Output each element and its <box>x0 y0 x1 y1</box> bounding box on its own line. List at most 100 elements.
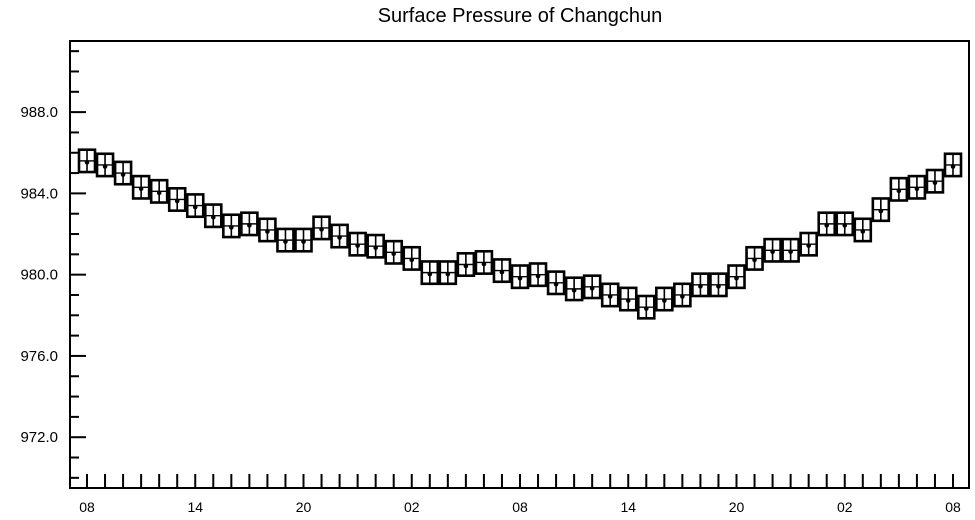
point-marker <box>319 227 324 232</box>
data-point <box>546 270 566 296</box>
data-point <box>438 260 458 286</box>
x-tick-label: 08 <box>79 499 95 515</box>
data-point <box>709 272 728 298</box>
data-point <box>600 282 620 308</box>
data-point <box>149 178 169 204</box>
point-marker <box>914 186 920 192</box>
data-point <box>618 286 638 312</box>
point-marker <box>373 245 378 251</box>
data-point <box>492 258 512 284</box>
data-point <box>402 245 422 271</box>
point-marker <box>607 294 613 299</box>
data-point <box>167 187 187 212</box>
point-marker <box>265 229 270 234</box>
data-point <box>727 264 746 290</box>
point-marker <box>174 198 180 204</box>
x-tick-label: 08 <box>512 499 528 515</box>
x-tick-label: 08 <box>945 499 961 515</box>
point-marker <box>860 229 866 234</box>
data-point <box>474 249 494 275</box>
point-marker <box>589 286 595 291</box>
data-point <box>564 276 584 302</box>
data-point <box>871 197 891 223</box>
point-marker <box>716 284 721 289</box>
x-tick-label: 02 <box>404 499 420 515</box>
data-point <box>366 233 385 259</box>
data-point <box>312 215 331 241</box>
data-point <box>113 160 133 186</box>
y-tick-label: 980.0 <box>20 267 58 284</box>
data-point <box>943 152 963 178</box>
data-point <box>456 252 476 277</box>
point-marker <box>283 239 288 244</box>
point-marker <box>896 188 902 194</box>
x-tick-label: 20 <box>729 499 745 515</box>
data-point <box>222 213 241 239</box>
point-marker <box>517 275 523 281</box>
point-marker <box>806 243 811 248</box>
data-point <box>907 174 927 200</box>
data-point <box>835 211 855 237</box>
point-marker <box>409 257 415 263</box>
point-marker <box>842 223 848 228</box>
point-marker <box>84 160 90 165</box>
data-point <box>655 286 674 312</box>
data-point <box>925 168 945 194</box>
point-marker <box>950 164 956 169</box>
point-marker <box>427 271 433 277</box>
y-tick-label: 972.0 <box>20 429 58 446</box>
data-point <box>763 237 782 263</box>
point-marker <box>391 251 397 257</box>
point-marker <box>229 225 234 230</box>
data-point <box>817 211 837 237</box>
data-point <box>636 294 656 320</box>
data-point <box>95 152 115 178</box>
point-marker <box>301 239 306 244</box>
data-point <box>799 231 818 257</box>
y-tick-label: 976.0 <box>20 348 58 365</box>
point-marker <box>138 186 144 192</box>
point-marker <box>752 257 757 263</box>
point-marker <box>337 235 342 240</box>
data-point <box>77 148 97 174</box>
point-marker <box>571 288 577 293</box>
chart-title: Surface Pressure of Changchun <box>378 5 663 27</box>
point-marker <box>192 204 198 210</box>
data-point <box>185 193 205 219</box>
point-marker <box>788 249 793 255</box>
point-marker <box>481 261 487 267</box>
x-tick-label: 14 <box>187 499 203 515</box>
y-axis: 972.0 976.0 980.0 984.0 988.0 <box>20 50 86 479</box>
point-marker <box>535 273 541 279</box>
point-marker <box>156 190 162 196</box>
point-marker <box>499 269 505 275</box>
data-point <box>781 237 800 263</box>
point-marker <box>878 208 884 214</box>
point-marker <box>553 281 559 287</box>
data-point <box>510 264 530 290</box>
data-point <box>258 217 277 243</box>
x-tick-label: 02 <box>837 499 853 515</box>
point-marker <box>102 164 108 169</box>
point-marker <box>463 263 469 269</box>
data-point <box>889 176 909 202</box>
point-marker <box>680 294 685 299</box>
data-point <box>384 239 404 265</box>
point-marker <box>734 275 739 281</box>
data-points <box>77 148 963 320</box>
y-tick-label: 988.0 <box>20 104 58 121</box>
data-point <box>853 217 873 243</box>
data-point <box>673 282 692 308</box>
point-marker <box>247 223 252 228</box>
data-point <box>420 260 440 286</box>
point-marker <box>932 180 938 185</box>
point-marker <box>625 298 631 303</box>
y-tick-label: 984.0 <box>20 185 58 202</box>
x-axis: 08 14 20 02 08 14 20 02 08 <box>79 474 961 515</box>
point-marker <box>770 249 775 255</box>
data-point <box>203 203 223 229</box>
data-point <box>330 223 349 249</box>
data-point <box>348 231 367 257</box>
data-point <box>276 227 295 253</box>
